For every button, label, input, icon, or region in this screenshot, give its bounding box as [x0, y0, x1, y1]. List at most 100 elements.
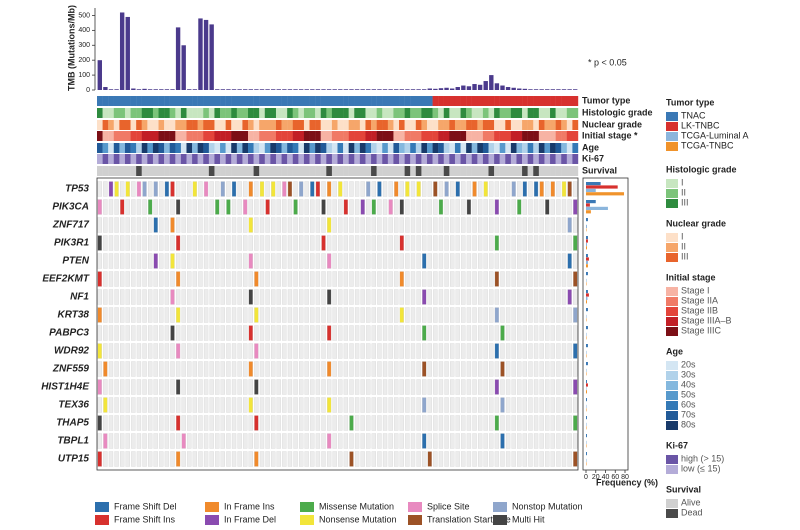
mutation-cell [477, 325, 483, 341]
mutation-cell [528, 199, 533, 215]
track-cell [393, 143, 400, 153]
mutation-cell [248, 325, 253, 341]
mutation-cell [136, 253, 142, 269]
mutation-cell [399, 217, 404, 233]
mutation-cell [310, 289, 315, 305]
track-cell [287, 154, 293, 164]
track-cell [208, 143, 215, 153]
mutation-cell [522, 289, 528, 305]
mutation-cell [120, 253, 125, 269]
mutation-cell [545, 451, 550, 467]
mutation-cell [567, 217, 572, 233]
mutation-cell [181, 361, 186, 377]
mutation-cell [394, 451, 399, 467]
mutation-cell [371, 253, 377, 269]
mutation-cell [254, 379, 259, 395]
track-cell [555, 143, 562, 153]
track-cell [410, 143, 417, 153]
track-cell [225, 154, 232, 164]
mutation-cell [360, 397, 365, 413]
frequency-bar [586, 254, 588, 258]
mutation-cell [181, 451, 186, 467]
mutation-cell [103, 181, 108, 197]
mutation-cell [539, 199, 544, 215]
track-cell [303, 166, 310, 176]
mutation-cell [259, 433, 265, 449]
mutation-cell [282, 307, 287, 323]
track-cell [136, 143, 142, 153]
mutation-cell [533, 199, 539, 215]
mutation-cell [209, 289, 214, 305]
track-cell [460, 120, 467, 130]
mutation-cell [170, 235, 175, 251]
mutation-cell [170, 379, 175, 395]
mutation-cell [103, 289, 108, 305]
bar [349, 89, 354, 90]
mutation-cell [354, 199, 360, 215]
mutation-cell [237, 307, 242, 323]
legend-swatch [666, 381, 678, 390]
mutation-cell [472, 307, 477, 323]
mutation-cell [248, 397, 253, 413]
mutation-cell [248, 271, 253, 287]
mutation-cell [159, 307, 164, 323]
track-cell [477, 143, 484, 153]
mutation-cell [343, 253, 349, 269]
legend-label: TCGA-TNBC [681, 140, 734, 150]
mutation-cell [315, 289, 321, 305]
mutation-cell [517, 271, 522, 287]
mutation-cell [310, 253, 315, 269]
mutation-cell [153, 361, 158, 377]
mutation-cell [310, 199, 315, 215]
track-cell [510, 96, 517, 106]
mutation-cell [125, 217, 130, 233]
mutation-cell [131, 343, 136, 359]
track-cell [197, 120, 204, 130]
mutation-cell [556, 325, 561, 341]
track-cell [108, 166, 114, 176]
mutation-cell [472, 379, 477, 395]
mutation-cell [477, 199, 483, 215]
mutation-cell [528, 415, 533, 431]
mutation-cell [550, 289, 555, 305]
mutation-cell [427, 217, 432, 233]
track-cell [466, 154, 472, 164]
mutation-cell [528, 235, 533, 251]
mutation-cell [354, 181, 360, 197]
track-cell [415, 120, 422, 130]
mutation-cell [444, 181, 449, 197]
mutation-cell [136, 181, 142, 197]
mutation-cell [433, 397, 438, 413]
bar [410, 89, 416, 90]
x-tick-label: 60 [611, 474, 619, 481]
bar [315, 89, 321, 90]
track-cell [108, 143, 114, 153]
track-cell [331, 131, 338, 141]
mutation-cell [321, 289, 326, 305]
track-cell [533, 143, 540, 153]
mutation-cell [394, 289, 399, 305]
legend-swatch [666, 243, 678, 252]
mutation-cell [175, 307, 181, 323]
mutation-cell [405, 235, 410, 251]
mutation-cell [265, 451, 270, 467]
mutation-cell [332, 451, 337, 467]
mutation-cell [254, 433, 259, 449]
mutation-cell [494, 217, 500, 233]
frequency-bar [586, 434, 587, 438]
mutation-cell [237, 199, 242, 215]
mutation-cell [276, 397, 281, 413]
mutation-cell [528, 451, 533, 467]
mutation-cell [254, 451, 259, 467]
mutation-cell [427, 271, 432, 287]
frequency-bar [586, 224, 587, 228]
track-cell [410, 166, 417, 176]
mutation-cell [321, 415, 326, 431]
track-cell [555, 120, 562, 130]
mutation-cell [466, 397, 472, 413]
mutation-cell [461, 397, 466, 413]
track-cell [169, 154, 176, 164]
mutation-cell [561, 343, 567, 359]
mutation-cell [410, 397, 416, 413]
track-cell [130, 96, 137, 106]
